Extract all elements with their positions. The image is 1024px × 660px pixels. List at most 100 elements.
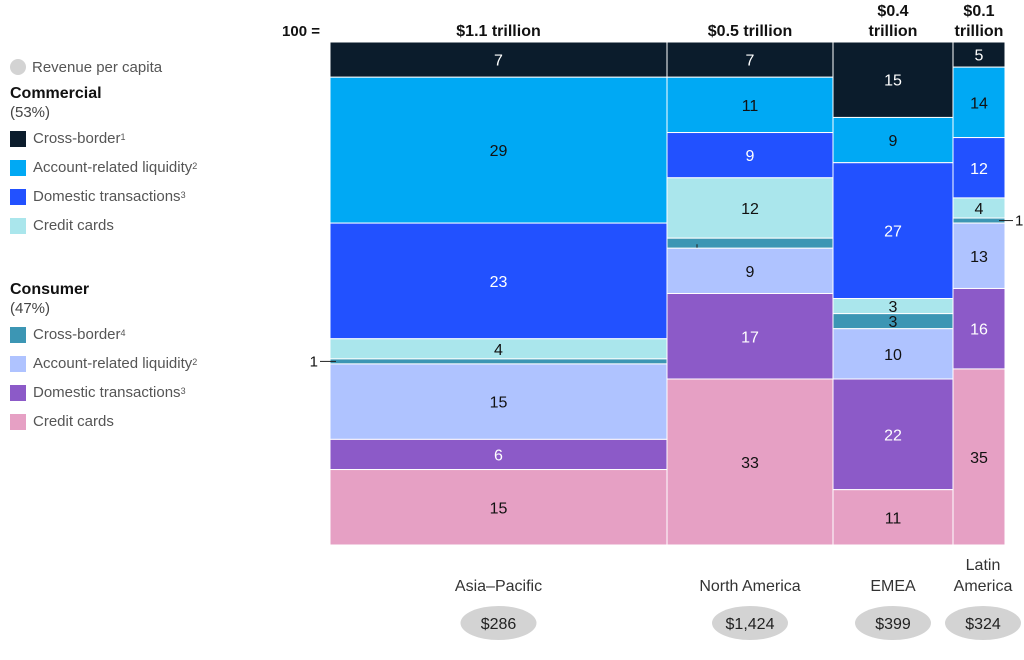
data-label: 33 (741, 455, 759, 472)
legend-label: Credit cards (33, 217, 114, 234)
data-label: 16 (970, 322, 988, 339)
legend-item: Cross-border 1 (10, 124, 310, 153)
legend-swatch (10, 217, 26, 234)
legend: Revenue per capita Commercial (53%) Cros… (10, 56, 310, 436)
legend-label: Domestic transactions (33, 188, 181, 205)
data-label: 3 (889, 299, 898, 316)
column-total: $0.1 (963, 3, 994, 20)
revenue-per-capita: $324 (965, 616, 1001, 633)
data-label: 27 (884, 224, 902, 241)
data-label: 29 (490, 143, 508, 160)
legend-item: Account-related liquidity 2 (10, 153, 310, 182)
legend-swatch (10, 413, 26, 430)
legend-swatch (10, 326, 26, 343)
gray-dot-icon (10, 59, 26, 75)
legend-label: Cross-border (33, 130, 121, 147)
group-share: (53%) (10, 104, 51, 121)
legend-label: Account-related liquidity (33, 355, 193, 372)
data-label: 4 (975, 201, 984, 218)
legend-swatch (10, 384, 26, 401)
revenue-per-capita: $286 (481, 616, 517, 633)
footnote-marker: 4 (120, 327, 126, 338)
data-label: 11 (885, 510, 902, 527)
revenue-pill (855, 606, 931, 640)
data-label: 14 (970, 95, 988, 112)
segment-0-4 (329, 358, 668, 365)
column-total: trillion (955, 23, 1004, 40)
footnote-marker: 2 (192, 356, 198, 367)
segment-3-5 (952, 222, 1006, 289)
data-label: 15 (490, 395, 508, 412)
data-label: 10 (884, 347, 902, 364)
revenue-pill (460, 606, 537, 640)
column-total: $1.1 trillion (456, 23, 540, 40)
segment-1-7 (666, 378, 834, 546)
revenue-pill (945, 606, 1021, 640)
data-label: 17 (741, 329, 759, 346)
segment-1-5 (666, 247, 834, 294)
group-title: Consumer (10, 281, 90, 298)
legend-item: Domestic transactions 3 (10, 378, 310, 407)
segment-2-7 (832, 489, 954, 546)
data-label: 12 (741, 201, 759, 218)
segment-0-1 (329, 76, 668, 224)
legend-label: Credit cards (33, 413, 114, 430)
data-label: 5 (975, 48, 984, 65)
legend-item: Cross-border 4 (10, 320, 310, 349)
footnote-marker: 3 (180, 189, 186, 200)
data-label: 9 (746, 264, 755, 281)
data-label: 1 (310, 353, 318, 370)
segment-3-4 (952, 217, 1006, 224)
segment-1-2 (666, 132, 834, 179)
footnote-marker: 3 (180, 385, 186, 396)
data-label: 1 (1015, 213, 1023, 230)
footnote-marker: 1 (120, 131, 126, 142)
region-label: EMEA (870, 578, 916, 595)
segment-2-0 (832, 41, 954, 118)
data-label: 6 (494, 447, 503, 464)
data-label: 7 (494, 53, 503, 70)
segment-2-1 (832, 116, 954, 164)
total-prefix: 100 = (282, 23, 320, 40)
legend-label: Domestic transactions (33, 384, 181, 401)
region-label: Latin (966, 557, 1001, 574)
data-label: 7 (746, 53, 755, 70)
data-label: 11 (742, 98, 759, 115)
segment-2-2 (832, 162, 954, 300)
segment-3-6 (952, 287, 1006, 370)
legend-label: Account-related liquidity (33, 159, 193, 176)
segment-0-6 (329, 438, 668, 471)
data-label: 15 (490, 500, 508, 517)
legend-swatch (10, 355, 26, 372)
segment-0-2 (329, 222, 668, 340)
revenue-per-capita: $399 (875, 616, 911, 633)
region-label: North America (699, 578, 800, 595)
group-title: Commercial (10, 85, 102, 102)
data-label: 9 (889, 133, 898, 150)
revenue-pill (712, 606, 788, 640)
legend-swatch (10, 130, 26, 147)
legend-swatch (10, 159, 26, 176)
segment-1-0 (666, 41, 834, 78)
legend-item: Credit cards (10, 407, 310, 436)
column-total: trillion (869, 23, 918, 40)
data-label: 13 (970, 249, 988, 266)
legend-item: Credit cards (10, 211, 310, 240)
data-label: 15 (884, 73, 902, 90)
footnote-marker: 2 (192, 160, 198, 171)
region-label: America (954, 578, 1013, 595)
segment-1-4 (666, 237, 834, 249)
data-label: 35 (970, 450, 988, 467)
data-label: 23 (490, 274, 508, 291)
segment-3-7 (952, 368, 1006, 546)
data-label: 22 (884, 427, 902, 444)
legend-swatch (10, 188, 26, 205)
legend-item: Domestic transactions 3 (10, 182, 310, 211)
segment-1-6 (666, 293, 834, 380)
data-label: 12 (970, 161, 988, 178)
segment-3-1 (952, 66, 1006, 139)
segment-3-2 (952, 137, 1006, 199)
group-share: (47%) (10, 300, 51, 317)
legend-label: Cross-border (33, 326, 121, 343)
